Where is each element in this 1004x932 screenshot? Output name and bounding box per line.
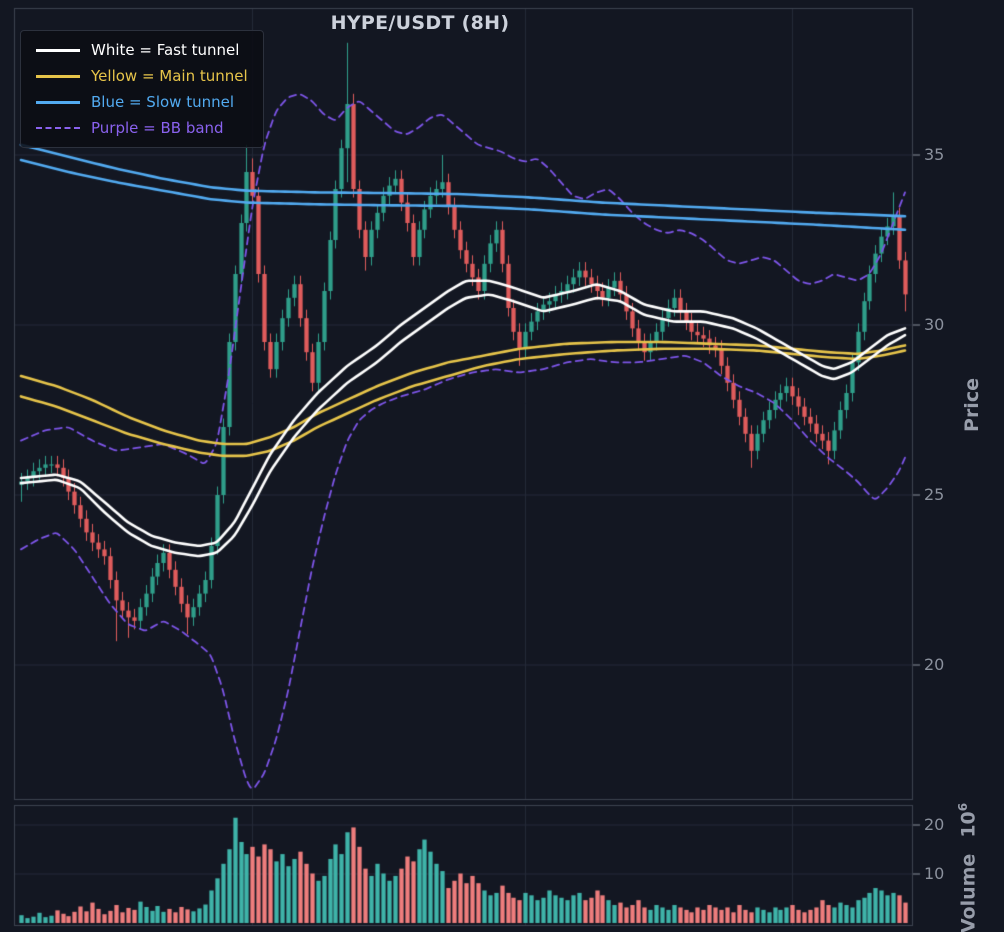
bb-band-line-sample-icon (36, 127, 80, 129)
legend-label-fast-tunnel: White = Fast tunnel (91, 41, 240, 59)
volume-tick-label-20: 20 (924, 815, 945, 834)
legend-label-slow-tunnel: Blue = Slow tunnel (91, 93, 234, 111)
volume-tick-label-10: 10 (924, 863, 945, 883)
price-tick-label-20: 20 (924, 655, 945, 674)
legend-item-main-tunnel: Yellow = Main tunnel (36, 67, 248, 85)
chart-title: HYPE/USDT (8H) (330, 12, 510, 34)
price-tick-label-25: 25 (924, 485, 945, 504)
volume-unit-exponent: 6 (956, 802, 971, 812)
legend-label-bb-band: Purple = BB band (91, 119, 224, 137)
main-tunnel-line-sample-icon (36, 74, 80, 78)
legend-item-fast-tunnel: White = Fast tunnel (36, 41, 248, 59)
slow-tunnel-line-sample-icon (36, 100, 80, 104)
price-axis-label: Price (961, 378, 983, 432)
volume-axis-label: Volume 106 (956, 803, 979, 932)
price-axis-label-text: Price (961, 378, 983, 432)
legend-label-main-tunnel: Yellow = Main tunnel (91, 67, 248, 85)
volume-unit-base: 10 (957, 811, 980, 838)
volume-axis-label-text: Volume (957, 853, 980, 932)
volume-axis-unit: 106 (956, 802, 980, 838)
legend-item-slow-tunnel: Blue = Slow tunnel (36, 93, 248, 111)
price-tick-label-30: 30 (924, 315, 945, 334)
price-tick-label-35: 35 (924, 145, 945, 164)
fast-tunnel-line-sample-icon (36, 48, 80, 52)
legend: White = Fast tunnel Yellow = Main tunnel… (20, 30, 264, 148)
legend-item-bb-band: Purple = BB band (36, 119, 248, 137)
